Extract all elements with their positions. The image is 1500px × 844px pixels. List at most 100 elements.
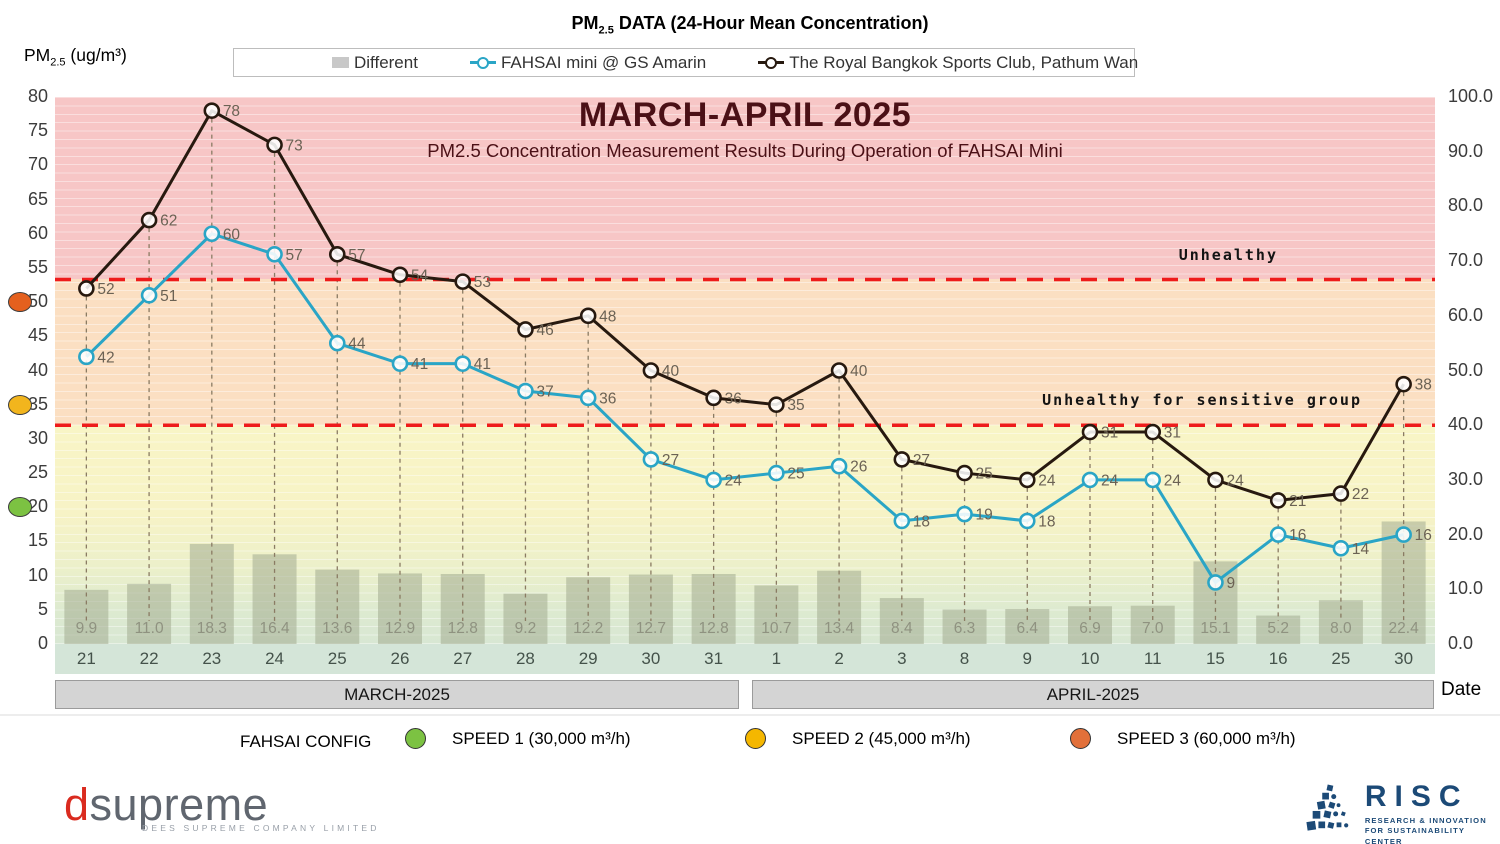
day-label-9: 9: [1022, 649, 1032, 668]
left-axis-tick: 70: [27, 154, 48, 175]
y-axis-title-prefix: PM: [24, 45, 51, 65]
left-axis-tick: 40: [27, 359, 48, 380]
left-axis-tick: 35: [27, 393, 48, 414]
page-title-rest: DATA (24-Hour Mean Concentration): [613, 13, 929, 33]
right-axis-tick: 50.0: [1448, 359, 1484, 380]
day-label-25: 25: [327, 649, 347, 668]
right-axis-tick: 20.0: [1448, 523, 1484, 544]
y-axis-title-subscript: 2.5: [50, 56, 66, 69]
day-label-22: 22: [139, 649, 159, 668]
dsupreme-wordmark: dsupreme: [64, 782, 380, 827]
day-label-29: 29: [578, 649, 598, 668]
left-axis-tick: 30: [27, 427, 48, 448]
day-label-15: 15: [1205, 649, 1225, 668]
legend-label: The Royal Bangkok Sports Club, Pathum Wa…: [789, 52, 1139, 72]
config-label: SPEED 3 (60,000 m³/h): [1117, 728, 1296, 748]
threshold-label-unhealthy: Unhealthy: [1178, 246, 1278, 264]
left-axis-tick: 50: [27, 291, 48, 312]
risc-triangle-icon: [1306, 784, 1349, 831]
left-axis-tick: 10: [27, 564, 48, 585]
left-axis-tick: 60: [27, 222, 48, 243]
left-axis-tick: 75: [27, 120, 48, 141]
day-label-23: 23: [202, 649, 222, 668]
config-item-speed3: SPEED 3 (60,000 m³/h): [1070, 728, 1296, 749]
y-axis-title: PM2.5 (ug/m³): [24, 45, 127, 69]
risc-name: RISC: [1364, 780, 1469, 813]
risc-tagline: RESEARCH & INNOVATION FOR SUSTAINABILITY…: [1365, 816, 1500, 844]
left-axis-tick: 0: [37, 633, 48, 653]
speed1-dot-icon: [405, 728, 426, 749]
config-label: SPEED 2 (45,000 m³/h): [792, 728, 971, 748]
dsupreme-logo: dsupreme DEES SUPREME COMPANY LIMITED: [64, 782, 380, 833]
chart-legend: Different FAHSAI mini @ GS Amarin The Ro…: [233, 48, 1138, 77]
risc-tagline-line1: RESEARCH & INNOVATION: [1364, 816, 1487, 825]
page-title: PM2.5 DATA (24-Hour Mean Concentration): [0, 13, 1500, 37]
dsupreme-d: d: [64, 779, 90, 830]
day-label-31: 31: [704, 649, 724, 668]
page-title-subscript: 2.5: [598, 24, 614, 37]
config-legend-title: FAHSAI CONFIG: [240, 732, 372, 751]
day-label-30: 30: [1394, 649, 1414, 668]
day-label-21: 21: [76, 649, 96, 668]
right-axis-tick: 40.0: [1448, 414, 1484, 435]
legend-label: FAHSAI mini @ GS Amarin: [500, 52, 707, 72]
day-label-26: 26: [390, 649, 410, 668]
y-axis-title-rest: (ug/m³): [65, 45, 127, 65]
risc-text-block: RISC RESEARCH & INNOVATION FOR SUSTAINAB…: [1365, 782, 1500, 844]
day-label-25: 25: [1331, 649, 1351, 668]
config-label: SPEED 1 (30,000 m³/h): [452, 728, 631, 748]
config-item-speed1: SPEED 1 (30,000 m³/h): [405, 728, 631, 749]
right-axis-tick: 90.0: [1448, 140, 1484, 161]
legend-item-fahsai-mini: FAHSAI mini @ GS Amarin: [469, 52, 707, 73]
day-label-8: 8: [959, 649, 970, 668]
dsupreme-tagline: DEES SUPREME COMPANY LIMITED: [142, 823, 380, 833]
chart-subtitle: PM2.5 Concentration Measurement Results …: [427, 140, 1063, 161]
month-band-march-2025: MARCH-2025: [55, 680, 739, 709]
right-axis-tick: 80.0: [1448, 195, 1484, 216]
chart-title: MARCH-APRIL 2025: [578, 96, 912, 134]
day-label-27: 27: [453, 649, 473, 668]
month-band-april-2025: APRIL-2025: [752, 680, 1434, 709]
day-label-11: 11: [1143, 649, 1162, 668]
right-axis-tick: 10.0: [1448, 578, 1484, 599]
dsupreme-rest: supreme: [89, 779, 269, 830]
risc-tagline-line2: FOR SUSTAINABILITY CENTER: [1364, 826, 1465, 844]
right-axis-tick: 0.0: [1448, 633, 1474, 653]
footer-divider: [0, 714, 1500, 716]
bar-swatch-icon: [332, 57, 349, 68]
speed-marker-dot-3: [8, 497, 32, 518]
line-circle-icon: [758, 56, 785, 70]
risc-logo: RISC RESEARCH & INNOVATION FOR SUSTAINAB…: [1305, 782, 1500, 844]
legend-label: Different: [354, 52, 418, 72]
left-axis-tick: 20: [27, 496, 48, 517]
page-title-prefix: PM: [571, 13, 599, 33]
config-item-speed2: SPEED 2 (45,000 m³/h): [745, 728, 971, 749]
date-strip: [55, 644, 1435, 674]
left-axis-tick: 25: [27, 462, 48, 483]
speed-marker-dot-2: [8, 394, 32, 415]
legend-item-royal-bangkok: The Royal Bangkok Sports Club, Pathum Wa…: [758, 53, 1138, 73]
line-circle-icon: [469, 56, 496, 70]
right-axis-tick: 100.0: [1448, 86, 1494, 106]
speed-marker-dot-1: [8, 292, 32, 313]
speed3-dot-icon: [1070, 728, 1091, 749]
threshold-label-sensitive: Unhealthy for sensitive group: [1042, 391, 1362, 409]
left-axis-tick: 80: [27, 86, 48, 106]
left-axis-tick: 55: [27, 256, 48, 277]
left-axis-tick: 15: [27, 530, 48, 551]
left-axis-tick: 45: [27, 325, 48, 346]
right-axis-tick: 30.0: [1448, 468, 1484, 489]
x-axis-title: Date: [1441, 679, 1482, 700]
left-axis-tick: 5: [37, 598, 48, 619]
day-label-10: 10: [1080, 649, 1100, 668]
day-label-28: 28: [515, 649, 535, 668]
right-axis-tick: 70.0: [1448, 250, 1484, 271]
day-label-30: 30: [641, 649, 661, 668]
day-label-2: 2: [834, 649, 844, 668]
day-label-1: 1: [771, 649, 782, 668]
day-label-3: 3: [897, 649, 907, 668]
speed2-dot-icon: [745, 728, 766, 749]
plot-area: [55, 97, 1435, 644]
right-axis-tick: 60.0: [1448, 304, 1484, 325]
